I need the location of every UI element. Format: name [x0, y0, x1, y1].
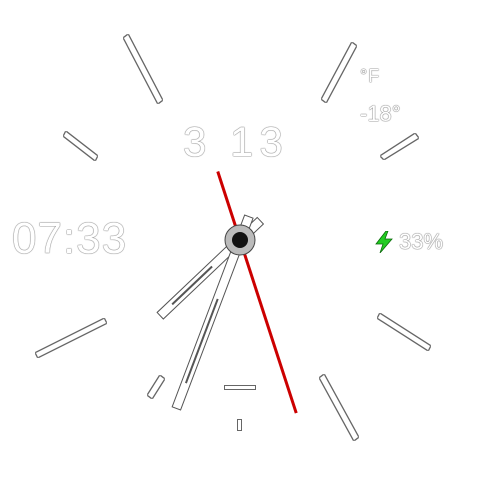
marker-11 [124, 35, 162, 103]
hour-hand-slot [171, 265, 213, 306]
battery-indicator: 33% [374, 229, 443, 255]
hands-group [156, 171, 298, 414]
second-hand [216, 171, 298, 414]
marker-7 [148, 376, 164, 398]
marker-5 [320, 375, 358, 440]
marker-8 [36, 319, 106, 357]
battery-percent: 33% [399, 229, 444, 254]
center-cap [232, 232, 248, 248]
digital-time: 07:33 [12, 214, 128, 263]
marker-10 [64, 132, 97, 160]
marker-1 [322, 43, 356, 102]
minute-hand-slot [184, 298, 219, 384]
marker-4 [378, 314, 430, 350]
marker-2 [381, 134, 418, 159]
temperature-unit: °F [360, 66, 381, 86]
hour-markers [36, 35, 430, 440]
temperature-value: -18° [360, 101, 401, 126]
date-label: 3 13 [183, 118, 289, 165]
marker-6-tick [238, 420, 241, 430]
lightning-bolt-icon [375, 231, 393, 253]
marker-6 [225, 386, 255, 389]
